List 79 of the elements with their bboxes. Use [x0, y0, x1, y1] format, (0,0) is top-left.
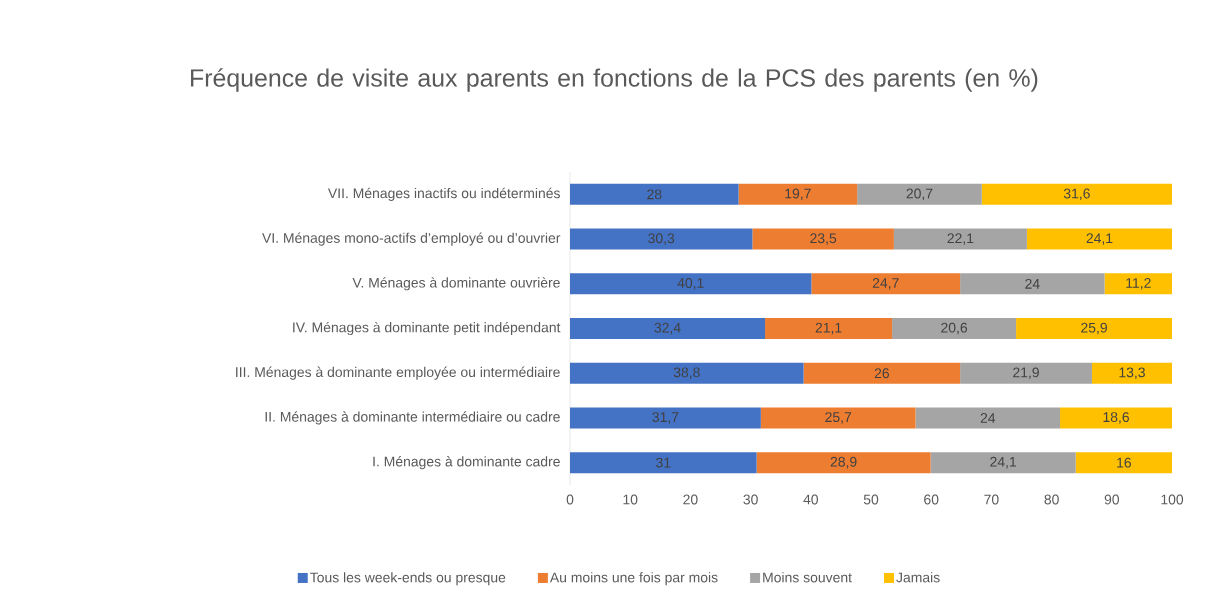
data-label: 23,5 [810, 233, 837, 245]
bar [570, 318, 766, 339]
data-label: 16 [1117, 457, 1131, 468]
bar [1060, 407, 1173, 429]
bar [960, 273, 1105, 295]
bar [1026, 228, 1173, 250]
bar [570, 452, 757, 474]
y-tick-label: V. Ménages à dominante ouvrière [352, 277, 560, 291]
x-tick-label: 70 [984, 494, 999, 505]
data-label: 13,3 [1119, 367, 1145, 379]
bar [760, 407, 916, 429]
bar [738, 183, 858, 205]
y-tick-label: VI. Ménages mono-actifs d’employé ou d’ouvrier [262, 232, 561, 246]
x-tick-label: 20 [683, 494, 698, 505]
legend-label: Jamais [896, 572, 940, 583]
bar [1075, 452, 1173, 474]
bar [1016, 318, 1173, 339]
bar [811, 273, 961, 295]
data-label: 40,1 [677, 278, 704, 290]
data-label: 38,8 [673, 367, 700, 379]
bar [765, 318, 893, 339]
x-tick-label: 50 [863, 494, 879, 505]
bar [915, 407, 1061, 429]
data-label: 24,1 [1086, 233, 1113, 245]
data-label: 26 [874, 368, 889, 379]
bar [752, 228, 894, 250]
data-label: 32,4 [654, 322, 681, 335]
x-tick-label: 0 [566, 494, 574, 505]
data-label: 24 [980, 413, 996, 423]
data-label: 31 [656, 457, 671, 468]
data-label: 22,1 [947, 233, 974, 245]
bar [1091, 362, 1173, 384]
data-label: 31,7 [652, 412, 679, 424]
data-label: 20,7 [906, 188, 933, 201]
y-tick-label: VII. Ménages inactifs ou indéterminés [327, 187, 560, 201]
legend-label: Au moins une fois par mois [549, 572, 718, 586]
bar [570, 228, 753, 250]
data-label: 24,1 [990, 456, 1017, 469]
legend-label: Moins souvent [763, 572, 852, 583]
bar [570, 183, 739, 205]
data-label: 28,9 [830, 456, 857, 469]
data-label: 28 [647, 189, 662, 200]
data-label: 21,1 [815, 322, 842, 335]
y-tick-label: IV. Ménages à dominante petit indépendant [293, 321, 561, 336]
x-tick-label: 80 [1044, 494, 1059, 505]
legend-label: Tous les week-ends ou presque [310, 572, 506, 586]
x-tick-label: 100 [1161, 494, 1184, 505]
x-tick-label: 40 [803, 494, 819, 505]
data-label: 30,3 [648, 233, 675, 245]
data-label: 25,7 [825, 412, 852, 424]
bar [857, 183, 982, 205]
bar [893, 228, 1027, 250]
x-tick-label: 30 [743, 494, 758, 505]
bar [930, 452, 1076, 474]
data-label: 25,9 [1081, 322, 1107, 335]
bar [981, 183, 1173, 205]
data-label: 21,9 [1013, 367, 1039, 379]
data-label: 19,7 [785, 188, 811, 201]
data-label: 24 [1025, 278, 1040, 289]
y-tick-label: II. Ménages à dominante intermédiaire ou cadre [265, 411, 560, 425]
bar [570, 273, 812, 295]
x-tick-label: 10 [623, 494, 638, 505]
bar [960, 362, 1092, 384]
bar [1104, 273, 1173, 295]
bar [892, 318, 1017, 339]
chart-title: Fréquence de visite aux parents en fonctions de la PCS des parents (en %) [191, 68, 1038, 92]
bar [756, 452, 931, 474]
y-tick-label: III. Ménages à dominante employée ou intermédiaire [236, 366, 560, 380]
bar [570, 362, 804, 384]
y-tick-label: I. Ménages à dominante cadre [373, 456, 560, 470]
data-label: 11,2 [1126, 278, 1151, 290]
data-label: 20,6 [941, 322, 968, 335]
data-label: 31,6 [1063, 188, 1090, 201]
data-label: 18,6 [1103, 412, 1129, 424]
x-tick-label: 90 [1104, 494, 1120, 505]
bar [570, 407, 761, 429]
data-label: 24,7 [872, 278, 899, 290]
x-tick-label: 60 [924, 494, 939, 505]
bar [803, 362, 961, 384]
